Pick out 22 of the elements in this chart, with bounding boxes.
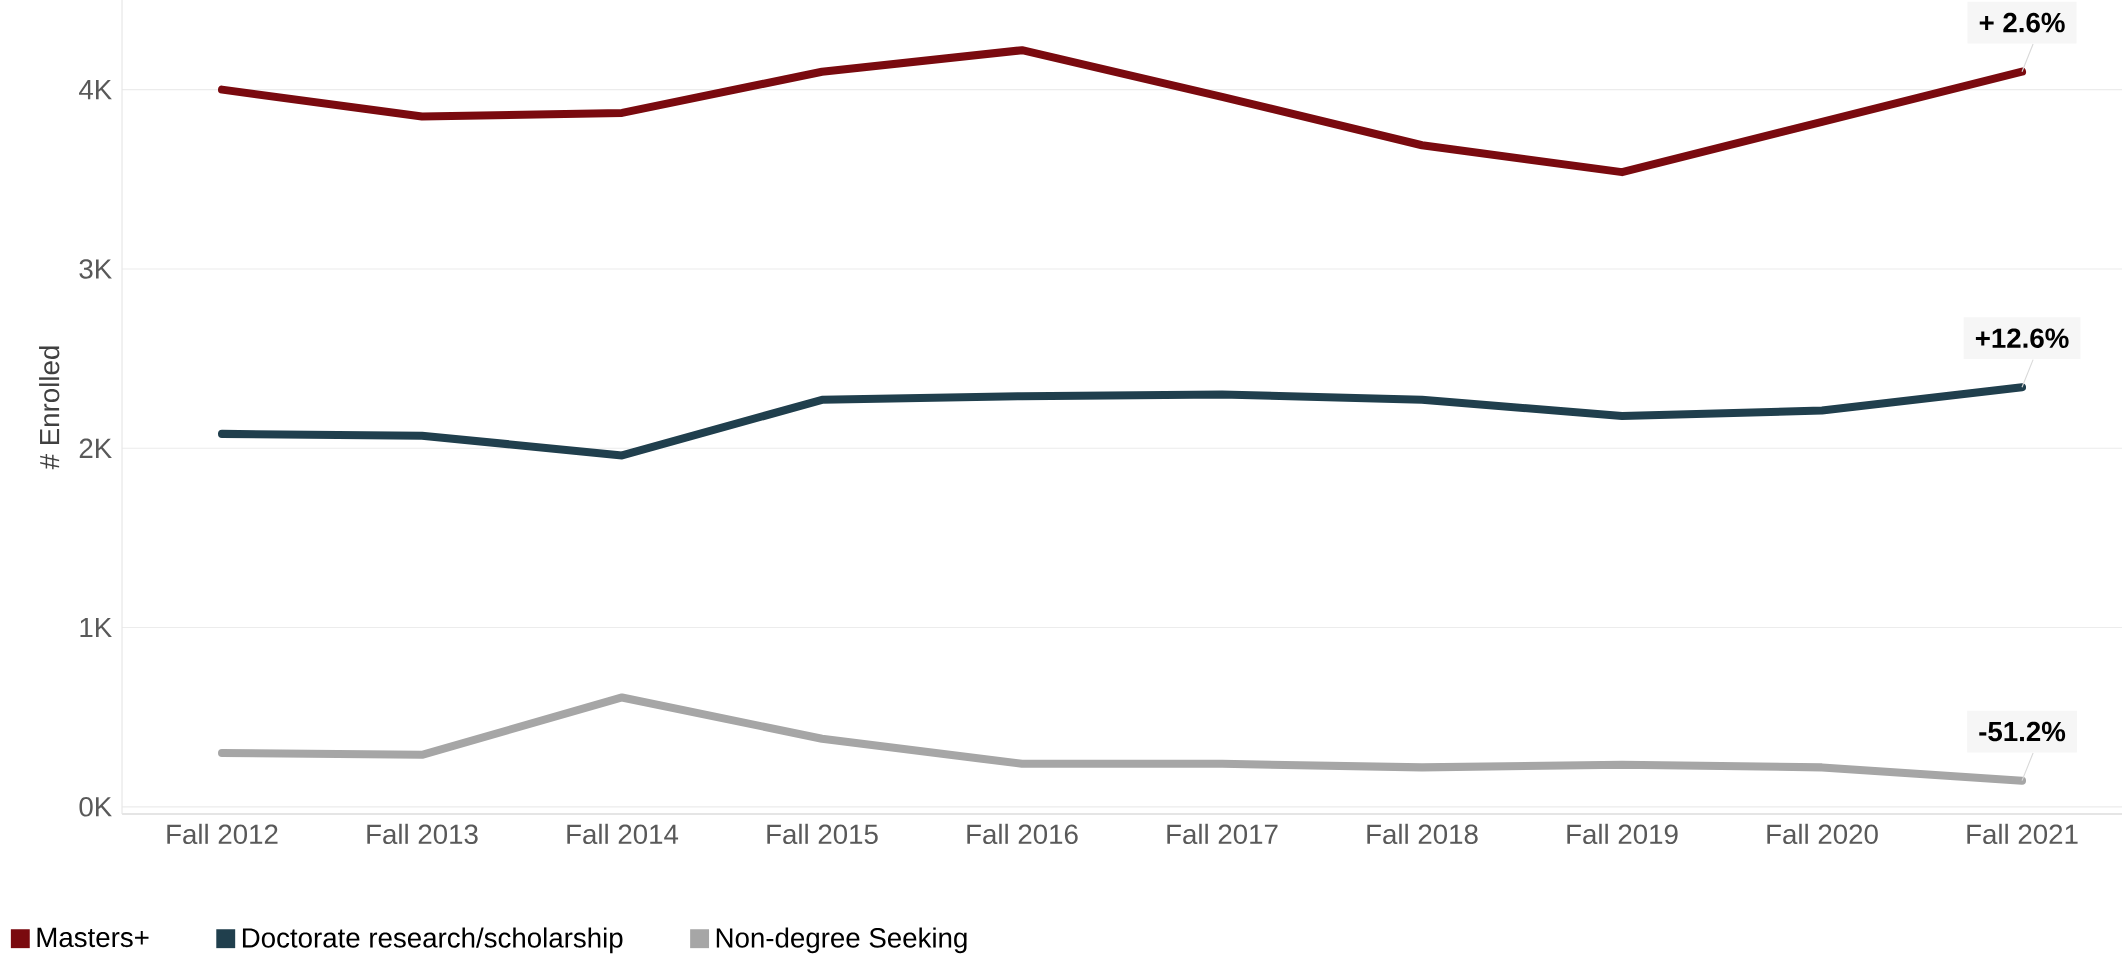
y-tick-label: 4K xyxy=(79,80,112,100)
y-tick-label: 2K xyxy=(79,438,112,458)
annotation: + 2.6% xyxy=(1979,12,2065,33)
x-tick-label: Fall 2015 xyxy=(767,823,878,845)
annotation: +12.6% xyxy=(1975,328,2069,348)
y-axis-title: # Enrolled xyxy=(39,346,60,470)
y-tick-label: 0K xyxy=(79,797,112,817)
x-tick-label: Fall 2020 xyxy=(1767,823,1878,845)
x-tick-label: Fall 2012 xyxy=(167,823,278,845)
x-tick-label: Fall 2013 xyxy=(367,823,478,845)
x-tick-label: Fall 2016 xyxy=(967,823,1078,845)
annotation: -51.2% xyxy=(1979,721,2066,742)
x-tick-label: Fall 2014 xyxy=(567,823,679,845)
legend-label: Masters+ xyxy=(37,927,149,948)
x-tick-label: Fall 2018 xyxy=(1367,823,1478,845)
x-tick-label: Fall 2021 xyxy=(1967,823,2078,845)
y-tick-label: 3K xyxy=(79,259,112,279)
legend-label: Doctorate research/scholarship xyxy=(242,927,623,954)
x-tick-label: Fall 2017 xyxy=(1167,823,1278,845)
y-tick-label: 1K xyxy=(80,618,112,638)
legend-label: Non-degree Seeking xyxy=(716,927,967,954)
x-tick-label: Fall 2019 xyxy=(1567,823,1678,845)
